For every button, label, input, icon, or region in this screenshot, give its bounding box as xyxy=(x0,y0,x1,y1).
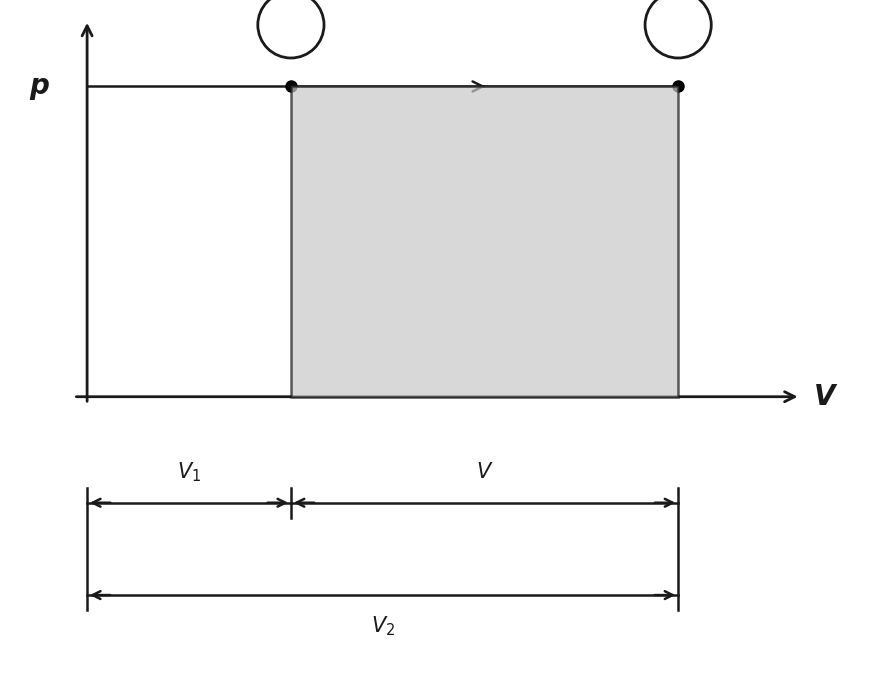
Text: p: p xyxy=(30,73,49,101)
Text: V: V xyxy=(814,383,835,410)
Text: 1: 1 xyxy=(283,13,299,37)
Text: $V_2$: $V_2$ xyxy=(370,614,395,637)
Text: 2: 2 xyxy=(671,13,685,37)
Text: $V$: $V$ xyxy=(476,462,493,482)
Text: $V_1$: $V_1$ xyxy=(177,460,201,484)
